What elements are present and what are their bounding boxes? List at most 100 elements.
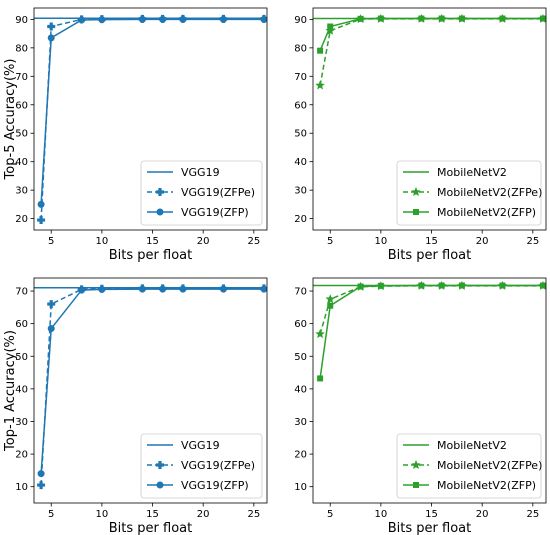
x-tick-label: 20 bbox=[476, 509, 489, 520]
plot-frame bbox=[33, 7, 268, 231]
data-point bbox=[47, 300, 56, 309]
y-tick-label: 20 bbox=[294, 214, 307, 225]
data-point bbox=[37, 470, 45, 478]
data-point bbox=[37, 481, 46, 490]
data-point bbox=[357, 283, 364, 290]
x-tick-label: 10 bbox=[96, 236, 109, 247]
y-tick-label: 50 bbox=[294, 129, 307, 140]
data-point bbox=[539, 15, 546, 22]
y-tick-label: 70 bbox=[15, 287, 28, 298]
x-tick-label: 5 bbox=[327, 509, 333, 520]
data-point bbox=[438, 282, 445, 289]
y-tick-label: 60 bbox=[15, 319, 28, 330]
x-tick-label: 10 bbox=[375, 509, 388, 520]
data-point bbox=[260, 285, 267, 293]
data-point bbox=[315, 80, 325, 90]
data-point bbox=[138, 285, 146, 293]
data-point bbox=[260, 15, 267, 23]
data-point bbox=[219, 15, 227, 23]
legend: VGG19 VGG19(ZFPe) VGG19(ZFP) bbox=[140, 433, 263, 499]
y-tick-label: 40 bbox=[15, 157, 28, 168]
data-point bbox=[179, 285, 187, 293]
legend-label: VGG19(ZFPe) bbox=[181, 459, 255, 472]
y-tick-label: 60 bbox=[294, 319, 307, 330]
data-point bbox=[47, 325, 55, 333]
subplot-4: 5 10 15 20 25 10 20 30 40 50 60 70 Bits per float Mob… bbox=[294, 277, 547, 535]
legend-marker bbox=[411, 187, 421, 197]
data-point bbox=[438, 15, 445, 22]
legend-marker bbox=[413, 482, 419, 488]
x-axis-label: Bits per float bbox=[388, 248, 471, 263]
y-tick-label: 70 bbox=[294, 287, 307, 298]
data-point bbox=[47, 34, 55, 42]
legend-label: MobileNetV2(ZFPe) bbox=[437, 459, 542, 472]
subplot-3: 5 10 15 20 25 10 20 30 40 50 60 70 Bits per float Top… bbox=[3, 277, 268, 535]
x-tick-label: 15 bbox=[146, 236, 159, 247]
data-point bbox=[159, 15, 167, 23]
legend-box bbox=[140, 433, 263, 499]
legend-box bbox=[396, 433, 542, 499]
legend-label: VGG19 bbox=[181, 166, 220, 179]
x-tick-label: 25 bbox=[526, 236, 539, 247]
data-point bbox=[138, 15, 146, 23]
plot-frame bbox=[33, 277, 268, 504]
y-tick-label: 90 bbox=[294, 15, 307, 26]
legend-label: VGG19(ZFPe) bbox=[181, 186, 255, 199]
data-point bbox=[499, 15, 506, 22]
x-axis-label: Bits per float bbox=[109, 248, 192, 263]
legend: MobileNetV2 MobileNetV2(ZFPe) MobileNetV2(… bbox=[396, 433, 542, 499]
y-tick-label: 50 bbox=[15, 352, 28, 363]
y-tick-label: 40 bbox=[15, 384, 28, 395]
data-point bbox=[377, 15, 384, 22]
y-axis-label: Top-1 Accuracy(%) bbox=[3, 330, 18, 452]
series-line-1 bbox=[319, 285, 543, 335]
y-tick-label: 10 bbox=[15, 482, 28, 493]
x-tick-label: 25 bbox=[247, 509, 260, 520]
legend-marker bbox=[156, 208, 164, 216]
data-point bbox=[499, 282, 506, 289]
x-tick-label: 5 bbox=[48, 236, 54, 247]
legend-marker bbox=[156, 481, 164, 489]
subplot-1: 5 10 15 20 25 20 30 40 50 60 70 80 90 Bits per float T… bbox=[3, 7, 268, 263]
data-point bbox=[539, 282, 546, 289]
legend-label: MobileNetV2 bbox=[437, 439, 507, 452]
data-point bbox=[219, 285, 227, 293]
data-point bbox=[317, 375, 324, 382]
x-tick-label: 15 bbox=[425, 236, 438, 247]
data-point bbox=[47, 22, 56, 31]
legend-label: VGG19 bbox=[181, 439, 220, 452]
data-point bbox=[325, 294, 335, 304]
data-area bbox=[34, 284, 267, 490]
data-point bbox=[377, 282, 384, 289]
legend-label: VGG19(ZFP) bbox=[181, 206, 249, 219]
x-axis-label: Bits per float bbox=[109, 521, 192, 535]
legend-box bbox=[140, 160, 263, 226]
legend-label: MobileNetV2(ZFP) bbox=[437, 479, 536, 492]
data-point bbox=[418, 282, 425, 289]
legend-label: MobileNetV2(ZFPe) bbox=[437, 186, 542, 199]
x-tick-label: 20 bbox=[197, 509, 210, 520]
x-tick-label: 25 bbox=[526, 509, 539, 520]
y-axis-label: Top-5 Accuracy(%) bbox=[3, 59, 18, 181]
data-point bbox=[327, 23, 334, 30]
data-area bbox=[313, 280, 546, 382]
data-point bbox=[357, 15, 364, 22]
plot-frame bbox=[312, 7, 547, 231]
y-tick-label: 90 bbox=[15, 15, 28, 26]
series-line-1 bbox=[319, 18, 543, 86]
legend-label: VGG19(ZFP) bbox=[181, 479, 249, 492]
legend-marker bbox=[411, 460, 421, 470]
data-point bbox=[179, 15, 187, 23]
x-tick-label: 20 bbox=[476, 236, 489, 247]
y-tick-label: 70 bbox=[15, 72, 28, 83]
x-tick-label: 10 bbox=[375, 236, 388, 247]
x-tick-label: 15 bbox=[146, 509, 159, 520]
data-area bbox=[34, 14, 267, 225]
legend-box bbox=[396, 160, 542, 226]
y-tick-label: 70 bbox=[294, 72, 307, 83]
y-tick-label: 80 bbox=[294, 43, 307, 54]
y-tick-label: 20 bbox=[15, 214, 28, 225]
x-tick-label: 25 bbox=[247, 236, 260, 247]
data-point bbox=[37, 200, 45, 208]
